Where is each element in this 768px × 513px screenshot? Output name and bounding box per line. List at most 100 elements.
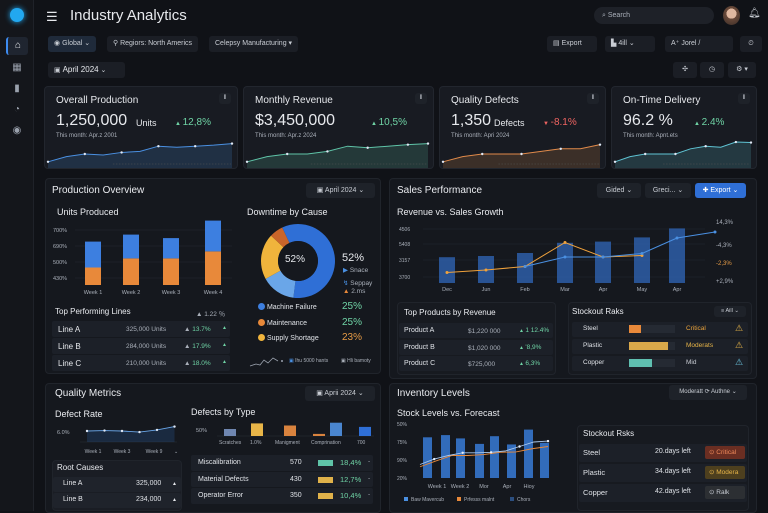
inventory-days-left: 42.days left: [655, 488, 691, 495]
sales-select-2-label: Greci...: [652, 187, 676, 194]
user-select[interactable]: A⁺ Jorel /: [665, 36, 733, 52]
line-row[interactable]: [52, 321, 230, 337]
kpi-card[interactable]: Overall Production ⦀ 1,250,000 Units ▲ 1…: [44, 86, 238, 169]
kpi-card[interactable]: Monthly Revenue ⦀ $3,450,000 ▲ 10,5% Thi…: [243, 86, 434, 169]
inventory-title: Inventory Levels: [397, 388, 470, 399]
play-icon: ▶: [343, 267, 350, 274]
kpi-menu-icon[interactable]: ⦀: [219, 93, 231, 104]
root-cause-name: Line B: [63, 496, 83, 503]
pin-button[interactable]: ✣: [673, 62, 697, 78]
x-tick-label: Week 3: [162, 290, 181, 296]
kpi-change-value: 10,5%: [378, 117, 407, 128]
defect-rate-title: Defect Rate: [55, 409, 103, 419]
clock-button[interactable]: ◷: [700, 62, 724, 78]
revenue-chart-title: Revenue vs. Sales Growth: [397, 207, 504, 217]
defect-row[interactable]: [191, 488, 373, 504]
target-icon[interactable]: ◉: [12, 125, 22, 136]
legend-dot-icon: [258, 334, 265, 341]
forecast-line: [419, 446, 549, 468]
inventory-control[interactable]: Moderatt ⟳ Authne ⌄: [669, 385, 747, 400]
sidebar: ⌂ ▦ ▮ ◔ ◉: [0, 0, 34, 511]
branch-icon: ↯: [343, 280, 351, 287]
inventory-risk-badge[interactable]: ⊙ Ralk: [705, 486, 745, 499]
top-lines-title: Top Performing Lines: [55, 307, 131, 316]
export-button[interactable]: ▤ Export: [547, 36, 597, 52]
period-select[interactable]: ▣ April 2024 ⌄: [48, 62, 125, 78]
quality-title: Quality Metrics: [55, 388, 122, 399]
kpi-sparkline: [441, 143, 602, 168]
bell-icon[interactable]: 🔔︎: [748, 8, 761, 19]
line-row[interactable]: [52, 355, 230, 371]
root-cause-row[interactable]: [53, 493, 181, 508]
defect-rate-chart: 6.0% Week 1 Week 3 Week 9 ⌄: [57, 425, 178, 455]
quality-period-select[interactable]: ▣ Aprii 2024 ⌄: [305, 386, 375, 401]
view-select[interactable]: ▙ 4ill ⌄: [605, 36, 655, 52]
sparkline-area: [48, 143, 232, 168]
defect-row[interactable]: [191, 455, 373, 471]
dash: -: [368, 458, 371, 465]
settings-button[interactable]: ⚙ ▾: [728, 62, 756, 78]
units-produced-chart: 700% 690% 500% 430% Week 1 Week 2 Week 3 Week 4: [53, 220, 232, 296]
sales-select-1[interactable]: Gided ⌄: [597, 183, 641, 198]
donut-slice: [271, 227, 290, 248]
home-icon[interactable]: ⌂: [6, 37, 28, 55]
avatar[interactable]: [723, 6, 740, 25]
dash: -: [368, 491, 371, 498]
production-period-select[interactable]: ▣ April 2024 ⌄: [306, 183, 375, 198]
inventory-risk-badge[interactable]: ⊙ Critical: [705, 446, 745, 459]
sparkline-point: [194, 145, 197, 148]
kpi-card[interactable]: On-Time Delivery ⦀ 96.2 % ▲ 2.4% This mo…: [611, 86, 757, 169]
product-row[interactable]: [399, 323, 553, 338]
inventory-risk-badge[interactable]: ⊙ Modera: [705, 466, 745, 479]
defect-row[interactable]: [191, 471, 373, 487]
stockout-filter[interactable]: ≡ Aill ⌄: [714, 306, 746, 317]
menu-icon[interactable]: ☰: [46, 9, 58, 24]
line-name: Line C: [58, 359, 82, 368]
line-row[interactable]: [52, 338, 230, 354]
x-tick-label: 700: [357, 440, 366, 446]
global-filter[interactable]: ◉ Global ⌄: [48, 36, 97, 52]
grid-icon[interactable]: ▦: [12, 62, 22, 73]
cause-legend-item: Machine Failure: [258, 303, 317, 311]
root-cause-row[interactable]: [53, 477, 181, 492]
kpi-menu-icon[interactable]: ⦀: [415, 93, 427, 104]
refresh-icon: ⟳: [704, 389, 710, 395]
pie-chart-icon[interactable]: ◔: [13, 104, 21, 115]
bar-chart-icon[interactable]: ▮: [14, 83, 20, 94]
x-tick-label: Hioy: [523, 484, 534, 490]
kpi-change: ▲ 12,8%: [175, 117, 211, 128]
region-filter[interactable]: ⚲ Regiors: North Americs: [107, 36, 199, 52]
user-icon: A⁺: [671, 40, 682, 47]
y-tick-label: 90%: [397, 458, 408, 464]
alarm-button[interactable]: ⏲: [740, 36, 762, 52]
company-filter[interactable]: Celepsy Manufacturing ▾: [209, 36, 299, 52]
search-input[interactable]: ⌕ Search: [594, 7, 714, 24]
kpi-title: Overall Production: [56, 95, 139, 106]
kpi-title: On-Time Delivery: [623, 95, 701, 106]
sparkline-point: [734, 140, 738, 144]
kpi-card[interactable]: Quality Defects ⦀ 1,350 Defects ▼ -8.1% …: [439, 86, 606, 169]
product-row[interactable]: [399, 356, 553, 371]
growth-line: [446, 241, 643, 273]
kpi-menu-icon[interactable]: ⦀: [738, 93, 750, 104]
downtime-title: Downtime by Cause: [247, 207, 328, 217]
cause-label: Maintenance: [266, 319, 308, 327]
up-arrow-icon: ▲: [519, 328, 526, 334]
sparkline-point: [481, 152, 484, 156]
globe-icon: ◉: [54, 40, 63, 47]
kpi-menu-icon[interactable]: ⦀: [587, 93, 599, 104]
risk-level-bar: [629, 325, 675, 333]
material-name: Copper: [583, 359, 605, 366]
product-row[interactable]: [399, 339, 553, 355]
root-cause-value: 325,000: [136, 480, 162, 487]
up-arrow-icon: ▲: [371, 121, 379, 127]
footer-legend-2: ▣ Hli bamoty: [341, 358, 371, 364]
inventory-control-b: Authne: [711, 389, 731, 395]
sparkline-point: [366, 146, 369, 149]
legend-dot-icon: [258, 318, 265, 326]
cause-label: Supply Shortage: [266, 335, 319, 342]
defect-point: [173, 425, 176, 428]
sales-export-button[interactable]: ✚ Export ⌄: [695, 183, 746, 198]
sales-select-2[interactable]: Greci... ⌄: [645, 183, 691, 198]
up-arrow-icon: ▲: [184, 360, 193, 367]
